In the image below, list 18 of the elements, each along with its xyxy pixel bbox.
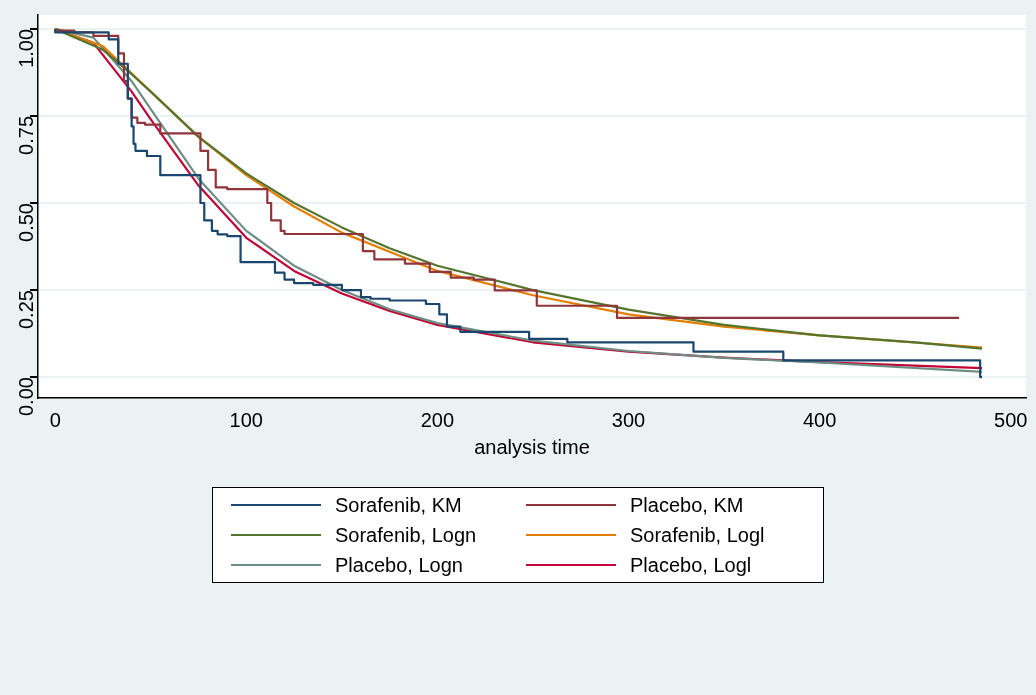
y-tick-label: 0.25 xyxy=(14,290,37,329)
x-tick-label: 500 xyxy=(994,408,1028,431)
legend-label: Sorafenib, Logl xyxy=(630,523,765,547)
y-tick-label: 1.00 xyxy=(14,28,37,68)
legend-label: Sorafenib, Logn xyxy=(335,523,477,547)
x-tick-label: 0 xyxy=(49,408,61,431)
legend-label: Placebo, Logl xyxy=(630,553,752,577)
legend-label: Placebo, Logn xyxy=(335,553,463,577)
x-tick-label: 200 xyxy=(420,408,455,431)
x-tick-label: 300 xyxy=(611,408,646,431)
x-axis-title: analysis time xyxy=(474,435,590,458)
y-tick-label: 0.75 xyxy=(14,115,37,155)
y-tick-label: 0.00 xyxy=(14,377,37,417)
x-tick-label: 400 xyxy=(802,408,837,431)
y-tick-label: 0.50 xyxy=(14,203,37,242)
legend-label: Placebo, KM xyxy=(630,493,744,517)
legend-label: Sorafenib, KM xyxy=(335,493,462,517)
x-tick-label: 100 xyxy=(229,408,263,431)
